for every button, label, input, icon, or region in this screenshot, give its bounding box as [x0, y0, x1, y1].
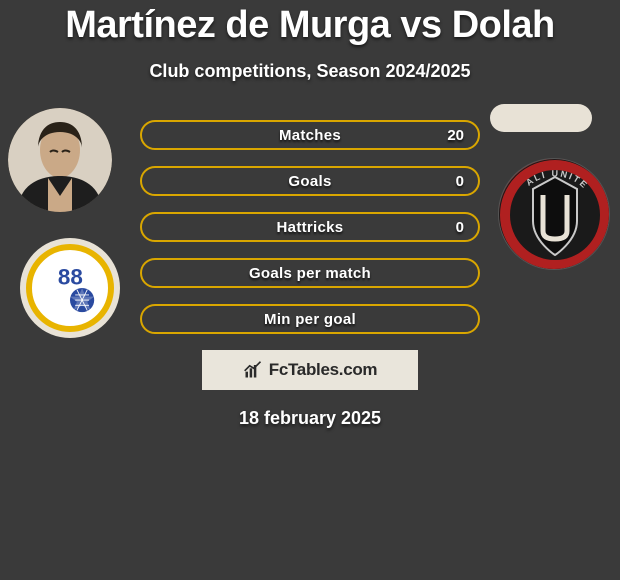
club-left-number: 88 — [58, 265, 83, 290]
stats-bars: Matches 20 Goals 0 Hattricks 0 Goals per… — [140, 120, 480, 334]
comparison-stage: 88 ALI UNITE Matches 20 Goals 0 — [0, 120, 620, 429]
stat-label: Hattricks — [277, 219, 344, 236]
stat-label: Matches — [279, 127, 341, 144]
player-right-avatar-pill — [490, 104, 592, 132]
stat-row-gpm: Goals per match — [140, 258, 480, 288]
stat-row-matches: Matches 20 — [140, 120, 480, 150]
stat-label: Goals per match — [249, 265, 371, 282]
player-left-avatar — [8, 108, 112, 212]
stat-row-hattricks: Hattricks 0 — [140, 212, 480, 242]
stat-label: Min per goal — [264, 311, 356, 328]
date-text: 18 february 2025 — [0, 408, 620, 429]
stat-value: 20 — [447, 127, 464, 144]
stat-value: 0 — [456, 173, 464, 190]
watermark-text: FcTables.com — [269, 360, 378, 380]
chart-icon — [243, 360, 263, 380]
stat-label: Goals — [288, 173, 331, 190]
stat-value: 0 — [456, 219, 464, 236]
club-left-badge: 88 — [20, 238, 120, 338]
watermark: FcTables.com — [202, 350, 418, 390]
club-right-badge: ALI UNITE — [498, 158, 610, 270]
stat-row-mpg: Min per goal — [140, 304, 480, 334]
page-title: Martínez de Murga vs Dolah — [0, 0, 620, 47]
subtitle: Club competitions, Season 2024/2025 — [0, 61, 620, 82]
stat-row-goals: Goals 0 — [140, 166, 480, 196]
